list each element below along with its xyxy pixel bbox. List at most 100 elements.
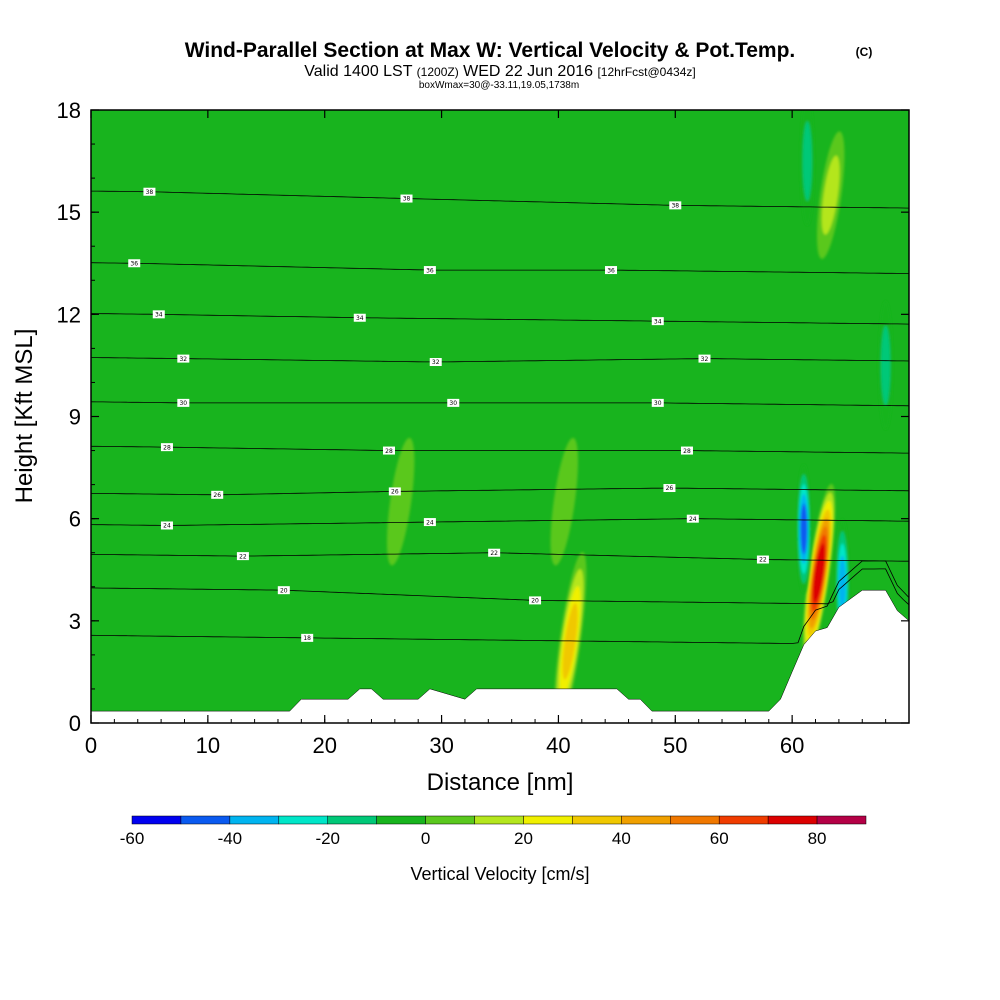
isentrope-label-24: 24: [160, 521, 173, 530]
subtitle-utc: (1200Z): [417, 65, 459, 79]
isentrope-label-30: 30: [447, 398, 460, 407]
isentrope-label-box: [277, 586, 290, 595]
velocity-feature-4: [816, 131, 845, 259]
subtitle-forecast: [12hrFcst@0434z]: [597, 65, 695, 79]
velocity-contour-3-4: [838, 555, 846, 611]
isentrope-label-text: 18: [303, 635, 311, 642]
isentrope-18: [91, 560, 909, 644]
chart-subtitle: Valid 1400 LST (1200Z) WED 22 Jun 2016 […: [304, 63, 695, 80]
colorbar-tick-label: 60: [710, 829, 729, 848]
y-tick-label: 12: [57, 302, 81, 327]
isentrope-label-box: [177, 354, 190, 363]
isentrope-label-22: 22: [488, 548, 501, 557]
x-tick-label: 0: [85, 733, 97, 758]
isentrope-34: [91, 313, 909, 325]
colorbar-tick-label: 80: [808, 829, 827, 848]
isentrope-label-text: 32: [432, 359, 440, 366]
velocity-contour-5-2: [802, 121, 813, 201]
isentrope-label-box: [423, 518, 436, 527]
isentrope-label-box: [211, 490, 224, 499]
isentrope-label-box: [698, 354, 711, 363]
isentrope-label-38: 38: [669, 201, 682, 210]
isentrope-label-box: [423, 266, 436, 275]
isentrope-label-text: 24: [689, 516, 697, 523]
isentrope-label-32: 32: [698, 354, 711, 363]
colorbar-tick-label: -20: [315, 829, 340, 848]
velocity-contour-2-5: [800, 503, 808, 555]
colorbar-bin: [131, 815, 182, 825]
isentrope-label-26: 26: [663, 484, 676, 493]
velocity-feature-1: [802, 483, 836, 663]
chart-subtitle-box: boxWmax=30@-33.11,19.05,1738m: [419, 80, 579, 91]
isentrope-label-text: 20: [531, 598, 539, 605]
isentrope-label-text: 24: [163, 523, 171, 530]
isentrope-label-box: [651, 317, 664, 326]
colorbar-bin: [621, 815, 671, 825]
isentrope-label-text: 26: [213, 492, 221, 499]
colorbar-bin: [523, 815, 573, 825]
isentrope-label-box: [143, 187, 156, 196]
colorbar-bin: [180, 815, 231, 825]
velocity-contour-8-1: [550, 437, 579, 566]
isentrope-label-24: 24: [423, 518, 436, 527]
isentrope-label-box: [353, 313, 366, 322]
y-tick-label: 9: [69, 405, 81, 430]
colorbar-tick-label: -40: [218, 829, 243, 848]
isentrope-label-22: 22: [236, 552, 249, 560]
velocity-features: [386, 110, 893, 723]
colorbar-tick-label: -60: [120, 829, 145, 848]
isentrope-label-box: [301, 633, 314, 642]
isentrope-label-text: 22: [490, 550, 498, 557]
x-tick-label: 10: [196, 733, 220, 758]
isentrope-label-text: 36: [607, 267, 615, 274]
plot-area: 38 38 38 36 36 36 34 34 34 32 32 32 30 30 30 28 28 28 26 26…: [91, 110, 909, 723]
isentrope-label-26: 26: [388, 487, 401, 496]
isentrope-label-28: 28: [160, 443, 173, 451]
isentrope-label-box: [488, 548, 501, 557]
isentrope-label-text: 20: [280, 587, 288, 594]
isentrope-24: [91, 518, 909, 526]
isentrope-label-text: 36: [426, 267, 434, 274]
terrain: [91, 589, 909, 723]
isentrope-label-28: 28: [382, 446, 395, 455]
colorbar-label: Vertical Velocity [cm/s]: [410, 864, 589, 884]
velocity-contour-7-1: [386, 437, 415, 566]
isentrope-label-36: 36: [128, 259, 141, 267]
isentrope-label-text: 30: [179, 400, 187, 407]
isentrope-36: [91, 262, 909, 274]
y-tick-label: 18: [57, 98, 81, 123]
isentrope-label-30: 30: [651, 398, 664, 407]
plot-background: [91, 110, 909, 723]
isentrope-label-text: 26: [666, 485, 674, 492]
isentrope-label-box: [160, 521, 173, 530]
x-tick-label: 30: [429, 733, 453, 758]
isentrope-label-32: 32: [429, 358, 442, 367]
y-axis-label: Height [Kft MSL]: [11, 329, 38, 504]
velocity-feature-7: [386, 437, 415, 566]
isentrope-label-box: [429, 358, 442, 367]
velocity-contour-6-2: [880, 325, 891, 406]
isentrope-label-34: 34: [651, 317, 664, 326]
isentrope-labels: 38 38 38 36 36 36 34 34 34 32 32 32 30 30 30 28 28 28 26 26…: [128, 187, 769, 642]
isentrope-label-18: 18: [301, 633, 314, 642]
isentrope-label-box: [756, 555, 769, 564]
isentrope-label-box: [663, 484, 676, 493]
isentrope-label-box: [651, 398, 664, 407]
isentrope-label-box: [680, 446, 693, 455]
isentrope-label-text: 38: [403, 196, 411, 203]
isentrope-label-text: 30: [449, 400, 457, 407]
isentrope-label-box: [529, 596, 542, 605]
isentrope-label-38: 38: [400, 194, 413, 203]
isentrope-label-28: 28: [680, 446, 693, 455]
isentrope-label-36: 36: [605, 266, 618, 275]
isentrope-label-text: 34: [356, 315, 364, 322]
colorbar-bin: [376, 815, 426, 825]
isentrope-label-box: [605, 266, 618, 275]
isentrope-label-34: 34: [152, 310, 165, 319]
isentrope-label-box: [400, 194, 413, 203]
colorbar-bin: [816, 815, 867, 825]
isentrope-label-text: 38: [146, 189, 154, 196]
y-tick-label: 3: [69, 609, 81, 634]
isentrope-label-box: [447, 398, 460, 407]
x-tick-label: 20: [312, 733, 336, 758]
